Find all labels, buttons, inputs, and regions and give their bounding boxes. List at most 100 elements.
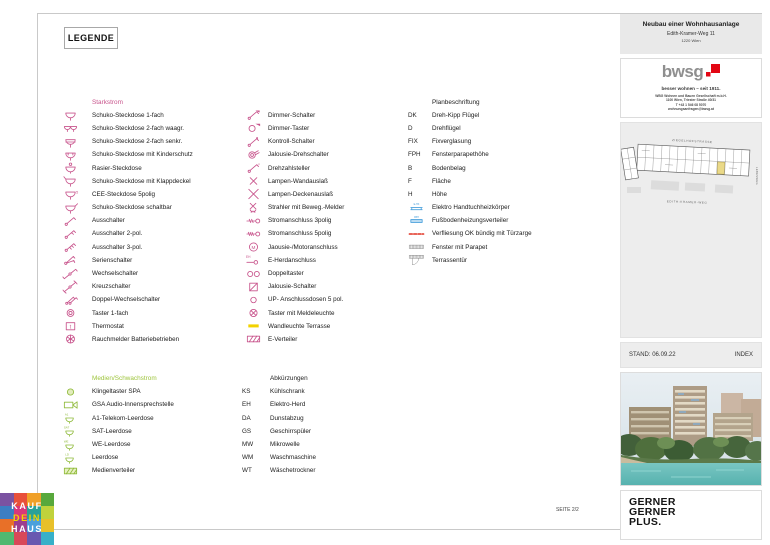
abbrev-code: MW (242, 441, 254, 449)
abbrev-code: B (408, 164, 413, 172)
legend-item-label: Schuko-Steckdose 2-fach senkr. (92, 138, 183, 146)
legend-item: Schuko-Steckdose mit Klappdeckel (62, 175, 257, 188)
lampen-wandauslass-icon (245, 175, 268, 187)
abbrev-code: FPH (408, 151, 421, 159)
svg-text:WE: WE (64, 439, 69, 443)
cee-steckdose-5polig-icon: 5 (62, 188, 92, 201)
legend-item: FIX Fixverglasung (408, 135, 613, 148)
svg-text:5: 5 (76, 191, 78, 195)
legend-item: DK Dreh-Kipp Flügel (408, 109, 613, 122)
legend-item: SAT SAT-Leerdose (62, 425, 257, 438)
legend-item-label: Fenster mit Parapet (432, 243, 488, 251)
medien-items: Klingeltaster SPA GSA Audio-Innensprechst… (62, 385, 257, 477)
legend-item: Taster mit Meldeleuchte (245, 307, 420, 320)
legend-item-label: Drehflügel (432, 124, 461, 132)
legend-item-label: Kühlschrank (270, 388, 305, 396)
starkstrom-column: Starkstrom Schuko-Steckdose 1-fach Schuko… (62, 96, 257, 347)
legend-item-label: Leerdose (92, 454, 119, 462)
architect-logo-line2: GERNER (629, 505, 676, 518)
section-heading-abkuerzungen: Abkürzungen (270, 375, 308, 383)
stromanschluss-5polig-icon (245, 228, 268, 240)
legend-item: DA Dunstabzug (242, 412, 412, 425)
legend-item-label: Lampen-Wandauslaß (268, 177, 328, 185)
taster-meldeleuchte-icon (245, 307, 268, 319)
dimmer-schalter-icon (245, 109, 268, 121)
abbrev-code: FIX (408, 138, 418, 146)
legend-item-label: Jaousie-/Motoranschluss (268, 243, 338, 251)
legend-item-label: Kreuzschalter (92, 283, 131, 291)
stand-date: STAND: 06.09.22 (629, 352, 676, 358)
legend-item-label: Kontroll-Schalter (268, 138, 315, 146)
medienverteiler-icon (62, 465, 92, 477)
up-anschlussdose-5pol-icon (245, 294, 268, 306)
project-city: 1220 Wien (681, 38, 701, 43)
frame-left-line (37, 13, 38, 529)
site-plan-card: ZIEGELHOFSTRASSE (620, 122, 762, 338)
site-plan-drawing: ZIEGELHOFSTRASSE (620, 138, 759, 205)
a1-telekom-leerdose-icon: A1 (62, 412, 92, 424)
legend-item: E-Verteiler (245, 333, 420, 346)
legend-item-label: Dimmer-Schalter (268, 111, 316, 119)
building-rendering-photo (620, 372, 762, 486)
legend-item: Schuko-Steckdose 2-fach senkr. (62, 135, 257, 148)
legend-item: B Bodenbelag (408, 161, 613, 174)
legend-item: Rasier-Steckdose (62, 161, 257, 174)
legend-item-label: Jalousie-Drehschalter (268, 151, 329, 159)
legend-item-label: Stromanschluss 3polig (268, 217, 332, 225)
fussbodenheizungsverteiler-icon: FBH (408, 215, 432, 227)
legend-item: WE WE-Leerdose (62, 438, 257, 451)
legend-item: Fenster mit Parapet (408, 241, 613, 254)
legend-item: Dimmer-Taster (245, 122, 420, 135)
strahler-bewegungsmelder-icon (245, 202, 268, 214)
wechselschalter-icon (62, 268, 92, 280)
stromanschluss-3polig-icon (245, 215, 268, 227)
svg-text:E-HK: E-HK (414, 203, 420, 206)
legend-item-label: Ausschalter (92, 217, 125, 225)
bwsg-address: 1100 Wien, Triester Straße 40/31 (665, 98, 716, 103)
schalter-items: Dimmer-Schalter Dimmer-Taster Kontroll-Sch… (245, 109, 420, 346)
legend-item-label: Höhe (432, 190, 448, 198)
legend-item: FPH Fensterparapethöhe (408, 148, 613, 161)
doppeltaster-icon (245, 268, 268, 280)
frame-top-line (37, 13, 762, 14)
legend-item: D Drehflügel (408, 122, 613, 135)
leerdose-icon: LD (62, 452, 92, 464)
section-heading-planbeschriftung: Planbeschriftung (432, 98, 480, 106)
legend-item: WT Wäschetrockner (242, 464, 412, 477)
legend-item-label: Rauchmelder Batteriebetrieben (92, 335, 180, 343)
legend-item: F Fläche (408, 175, 613, 188)
svg-text:EDITH-KRAMER-WEG: EDITH-KRAMER-WEG (667, 199, 708, 204)
legend-item: Kreuzschalter (62, 280, 257, 294)
legend-item-label: E-Verteiler (268, 335, 298, 343)
page-title: LEGENDE (64, 27, 118, 49)
bwsg-email: wohnungsanfragen@bwsg.at (668, 107, 714, 112)
kreuzschalter-icon (62, 280, 92, 294)
legend-item: MW Mikrowelle (242, 438, 412, 451)
svg-text:M: M (252, 245, 256, 251)
starkstrom-items: Schuko-Steckdose 1-fach Schuko-Steckdose … (62, 109, 257, 346)
architect-logo-line3: PLUS. (629, 515, 662, 528)
we-leerdose-icon: WE (62, 439, 92, 451)
legend-item-label: Ausschalter 3-pol. (92, 243, 143, 251)
elektro-handtuchheizkoerper-icon: E-HK (408, 202, 432, 214)
legend-item-label: Wandleuchte Terrasse (268, 322, 331, 330)
legend-item: Terrassentür (408, 254, 613, 267)
fenster-mit-parapet-icon (408, 241, 432, 253)
bwsg-squares-icon (705, 64, 721, 84)
legend-item: Schuko-Steckdose 2-fach waagr. (62, 122, 257, 135)
legend-item: Medienverteiler (62, 464, 257, 477)
legend-item: Strahler mit Beweg.-Melder (245, 201, 420, 214)
bwsg-wordmark: bwsg (661, 62, 704, 81)
kontroll-schalter-icon (245, 136, 268, 148)
legend-item: Taster 1-fach (62, 307, 257, 320)
legend-item: FBH Fußbodenheizungsverteiler (408, 214, 613, 227)
abbrev-code: WT (242, 467, 252, 475)
legend-item: Ausschalter 2-pol. (62, 227, 257, 240)
legend-item-label: Schuko-Steckdose mit Klappdeckel (92, 177, 191, 185)
legend-item-label: Dimmer-Taster (268, 124, 310, 132)
rauchmelder-icon (62, 333, 92, 345)
legend-item-label: Geschirrspüler (270, 427, 311, 435)
abbrev-code: F (408, 177, 412, 185)
klingeltaster-spa-icon (62, 386, 92, 398)
ausschalter-2pol-icon (62, 228, 92, 240)
